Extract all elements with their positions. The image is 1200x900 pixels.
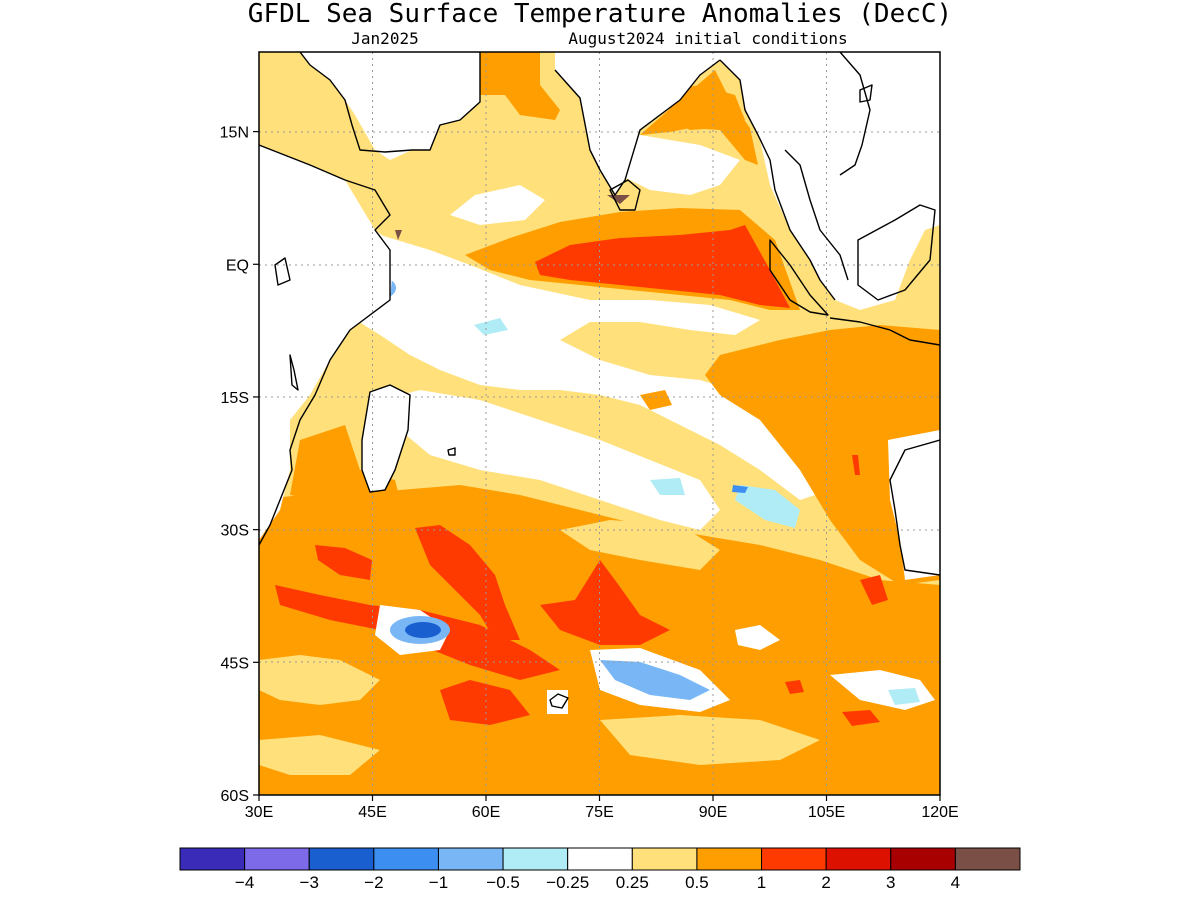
- colorbar-swatch: [890, 847, 956, 871]
- vietnam-coastline: [839, 52, 871, 176]
- sri-lanka-coastline: [609, 179, 641, 211]
- graticule: [259, 52, 940, 795]
- asia-land: [555, 52, 940, 310]
- anomaly-region-orange-spot: [640, 390, 672, 410]
- thailand-coastline: [784, 149, 849, 281]
- anomaly-region-arabian-north: [480, 52, 560, 120]
- colorbar-label: −0.5: [486, 873, 520, 892]
- colorbar-swatch: [631, 847, 698, 871]
- anomaly-region-red-hook: [540, 560, 670, 645]
- y-tick-label: 15N: [220, 125, 249, 142]
- anomaly-region-cool-spot-b: [474, 318, 508, 335]
- east-africa-coastline: [259, 144, 391, 546]
- anomaly-region-cool-spot-d: [888, 688, 920, 705]
- y-tick-label: EQ: [226, 257, 249, 274]
- madagascar-coastline: [361, 384, 411, 493]
- mauritius-coastline: [447, 447, 456, 456]
- kerguelen-coastline: [549, 693, 569, 709]
- x-tick-label: 60E: [472, 804, 500, 821]
- anomaly-region-equatorial-red: [535, 225, 790, 308]
- anomaly-region-red-tongue: [415, 525, 520, 640]
- anomaly-region-brown-marker-a: [607, 195, 630, 204]
- anomaly-region-red-spot-c: [860, 575, 888, 605]
- colorbar-swatch: [954, 847, 1021, 871]
- anomaly-region-cool-streak: [600, 660, 710, 700]
- colorbar: −4 −3 −2 −1 −0.5 −0.25 0.25 0.5 1 2 3 4: [179, 847, 1021, 892]
- colorbar-swatch: [244, 847, 310, 871]
- x-tick-label: 45E: [358, 804, 386, 821]
- colorbar-label: 2: [821, 873, 830, 892]
- anomaly-region-southern-yellow-d: [259, 735, 380, 775]
- anomaly-region-cool-southeast: [735, 485, 800, 528]
- anomaly-region-red-spot-a: [315, 545, 372, 580]
- burma-malay-coastline: [719, 59, 836, 301]
- colorbar-swatch: [308, 847, 375, 871]
- colorbar-swatch: [437, 847, 504, 871]
- anomaly-region-southern-yellow-c: [600, 715, 820, 765]
- madagascar-land: [362, 385, 410, 492]
- india-coastline: [554, 59, 721, 196]
- lake-malawi-coastline: [289, 354, 299, 391]
- anomaly-region-neutral-bengal: [600, 135, 740, 195]
- y-tick-label: 45S: [221, 655, 249, 672]
- anomaly-region-red-spot-e: [852, 455, 860, 475]
- colorbar-label: 0.25: [616, 873, 649, 892]
- anomaly-region-red-spot-f: [785, 680, 804, 694]
- colorbar-label: −1: [429, 873, 448, 892]
- x-axis: 30E 45E 60E 75E 90E 105E 120E: [245, 795, 959, 821]
- colorbar-label: 1: [757, 873, 766, 892]
- anomaly-region-bengal-coast: [640, 70, 758, 165]
- anomaly-region-cool-core-a: [405, 622, 441, 638]
- colorbar-swatch: [696, 847, 763, 871]
- map-title: GFDL Sea Surface Temperature Anomalies (…: [248, 0, 952, 29]
- coastlines: [259, 52, 940, 709]
- colorbar-swatch: [761, 847, 827, 871]
- anomaly-region-red-spot-d: [842, 710, 880, 726]
- australia-land: [888, 430, 940, 580]
- anomaly-region-neutral-arabian: [450, 185, 545, 225]
- colorbar-label: 4: [951, 873, 960, 892]
- hainan-coastline: [859, 84, 873, 103]
- colorbar-label: −3: [300, 873, 319, 892]
- y-axis: 15N EQ 15S 30S 45S 60S: [220, 125, 259, 805]
- anomaly-region-se-indian: [705, 325, 940, 585]
- borneo-coastline: [857, 204, 936, 301]
- sumatra-coastline: [769, 239, 829, 316]
- colorbar-swatch: [502, 847, 569, 871]
- x-tick-label: 120E: [921, 804, 958, 821]
- anomaly-region-white-south-d: [735, 625, 780, 650]
- anomaly-region-neutral-central: [259, 230, 830, 500]
- anomaly-region-cool-spot-southeast: [732, 485, 748, 493]
- initial-conditions-label: August2024 initial conditions: [568, 29, 847, 48]
- australia-coastline: [889, 439, 940, 576]
- anomaly-field: [259, 52, 940, 795]
- colorbar-swatch: [825, 847, 892, 871]
- anomaly-region-southern-yellow-b: [259, 655, 380, 705]
- colorbar-swatch: [179, 847, 246, 871]
- anomaly-region-red-spot-b: [440, 680, 530, 725]
- x-tick-label: 90E: [699, 804, 727, 821]
- anomaly-region-brown-marker-b: [395, 230, 402, 240]
- y-tick-label: 30S: [221, 523, 249, 540]
- x-tick-label: 75E: [585, 804, 613, 821]
- colorbar-label: −2: [364, 873, 383, 892]
- colorbar-label: −0.25: [546, 873, 589, 892]
- y-tick-label: 60S: [221, 788, 249, 805]
- anomaly-region-cool-spot-a: [650, 478, 685, 495]
- lake-victoria-coastline: [274, 257, 291, 286]
- anomaly-region-neutral-south: [380, 390, 720, 530]
- arabian-coastline: [299, 52, 481, 153]
- y-tick-label: 15S: [221, 390, 249, 407]
- x-tick-label: 30E: [245, 804, 273, 821]
- colorbar-swatch: [567, 847, 633, 871]
- colorbar-swatch: [373, 847, 439, 871]
- colorbar-label: 3: [886, 873, 895, 892]
- java-coastline: [829, 317, 940, 346]
- colorbar-label: 0.5: [685, 873, 709, 892]
- colorbar-label: −4: [235, 873, 254, 892]
- africa-arabia-land: [259, 52, 480, 540]
- x-tick-label: 105E: [808, 804, 845, 821]
- valid-month-label: Jan2025: [351, 29, 418, 48]
